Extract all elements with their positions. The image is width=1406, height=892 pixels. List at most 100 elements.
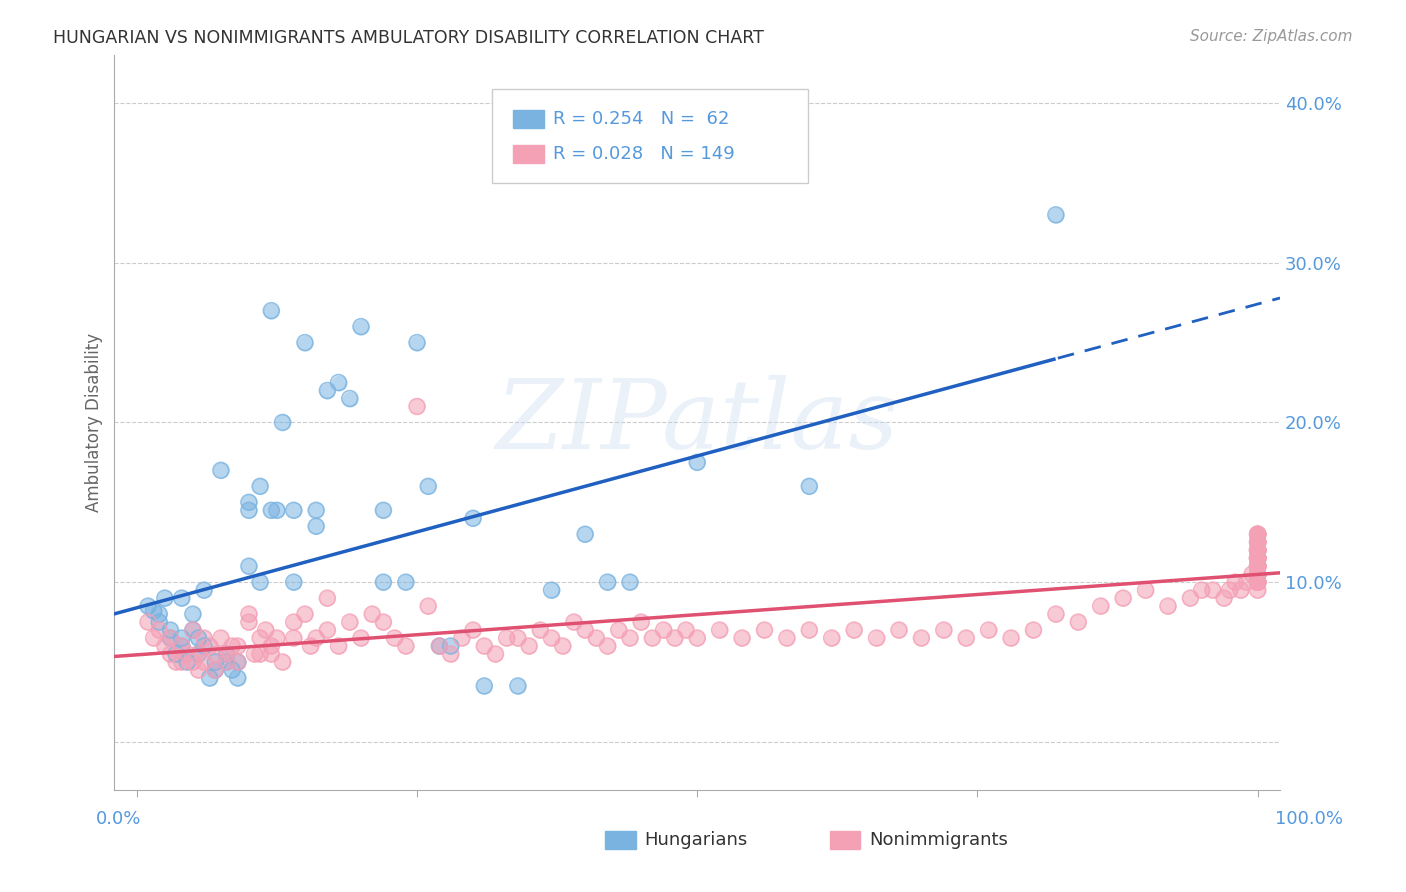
Point [316,591,339,606]
Point [209,631,232,645]
Point [1213,591,1236,606]
Point [607,623,630,637]
Point [204,655,226,669]
Point [266,503,288,517]
Point [238,495,260,509]
Point [316,384,339,398]
Point [159,631,181,645]
Point [142,604,165,618]
Point [910,631,932,645]
Point [574,623,596,637]
Point [193,583,215,598]
Point [283,575,305,590]
Point [294,607,316,621]
Point [418,599,440,614]
Point [238,559,260,574]
Point [283,503,305,517]
Point [316,623,339,637]
Point [187,631,209,645]
Point [844,623,866,637]
Point [1246,551,1268,566]
Point [529,623,551,637]
Point [204,647,226,661]
Point [170,639,193,653]
Point [450,631,472,645]
Point [1246,559,1268,574]
Point [596,639,619,653]
Point [1246,567,1268,582]
Point [249,631,271,645]
Point [461,511,484,525]
Point [142,631,165,645]
Point [1246,543,1268,558]
Point [159,631,181,645]
Point [1246,567,1268,582]
Point [1246,535,1268,549]
Point [339,392,361,406]
Point [187,647,209,661]
Point [243,647,266,661]
Point [294,335,316,350]
Point [299,639,322,653]
Point [254,623,277,637]
Point [350,319,373,334]
Point [630,615,652,629]
Point [865,631,887,645]
Point [260,503,283,517]
Point [754,623,776,637]
Point [1246,567,1268,582]
Point [731,631,754,645]
Point [193,655,215,669]
Point [440,639,463,653]
Point [1191,583,1213,598]
Point [226,639,249,653]
Point [1246,567,1268,582]
Point [472,639,495,653]
Point [328,639,350,653]
Point [664,631,686,645]
Point [1067,615,1090,629]
Point [1246,551,1268,566]
Point [170,591,193,606]
Point [1246,583,1268,598]
Point [1246,559,1268,574]
Point [249,647,271,661]
Point [1246,543,1268,558]
Point [1225,575,1247,590]
Point [316,384,339,398]
Point [641,631,664,645]
Point [1246,551,1268,566]
Point [461,511,484,525]
Point [1246,527,1268,541]
Text: Hungarians: Hungarians [644,831,747,849]
Point [799,479,821,493]
Point [204,663,226,677]
Point [238,615,260,629]
Point [221,663,243,677]
Point [187,647,209,661]
Point [328,376,350,390]
Point [176,655,198,669]
Point [529,623,551,637]
Point [148,607,170,621]
Point [776,631,799,645]
Point [1246,575,1268,590]
Point [1246,543,1268,558]
Point [675,623,697,637]
Point [1246,535,1268,549]
Point [1246,583,1268,598]
Point [181,607,204,621]
Point [686,455,709,469]
Point [1246,527,1268,541]
Point [1045,607,1067,621]
Point [1246,567,1268,582]
Point [562,615,585,629]
Point [585,631,607,645]
Point [517,639,540,653]
Point [305,631,328,645]
Point [596,575,619,590]
Point [226,655,249,669]
Point [844,623,866,637]
Point [1246,559,1268,574]
Point [148,623,170,637]
